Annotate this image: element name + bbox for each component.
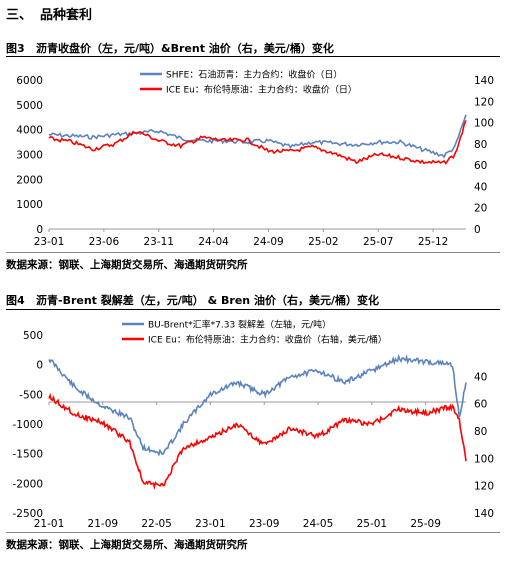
section-heading: 三、 品种套利 — [6, 4, 92, 23]
figure-4-source: 数据来源：钢联、上海期货交易所、海通期货研究所 — [6, 539, 248, 551]
y-left-tick-label: -2500 — [12, 508, 43, 520]
y-left-tick-label: 5000 — [16, 100, 43, 112]
y-left-tick-label: 2000 — [16, 174, 43, 186]
y-left-tick-label: 500 — [23, 330, 43, 342]
figure-3-caption: 沥青收盘价（左，元/吨）&Brent 油价（右，美元/桶）变化 — [36, 42, 334, 55]
y-right-tick-label: 140 — [474, 508, 494, 520]
x-tick-label: 25-09 — [410, 518, 441, 530]
y-left-tick-label: 4000 — [16, 125, 43, 137]
y-right-tick-label: 40 — [474, 181, 487, 193]
y-left-tick-label: 6000 — [16, 75, 43, 87]
x-tick-label: 23-09 — [249, 518, 280, 530]
x-tick-label: 25-02 — [308, 236, 339, 248]
y-right-tick-label: 60 — [474, 160, 487, 172]
y-right-tick-label: 60 — [474, 399, 487, 411]
series-line-2 — [48, 392, 467, 490]
figure-4-bottom-rule — [6, 532, 500, 533]
y-left-tick-label: -2000 — [12, 478, 43, 490]
y-right-tick-label: 80 — [474, 139, 487, 151]
figure-3-bottom-rule — [6, 252, 500, 253]
legend-label-2: ICE Eu：布伦特原油：主力合约：收盘价（右轴，美元/桶） — [148, 334, 387, 346]
figure-3-id: 图3 — [6, 42, 25, 55]
figure-4-top-rule — [6, 309, 500, 310]
section-title: 品种套利 — [40, 8, 93, 23]
x-tick-label: 22-05 — [141, 518, 172, 530]
y-right-tick-label: 100 — [474, 118, 494, 130]
y-left-tick-label: -1000 — [12, 419, 43, 431]
figure-4-caption: 沥青-Brent 裂解差（左，元/吨） & Bren 油价（右，美元/桶）变化 — [36, 294, 379, 307]
x-tick-label: 24-09 — [253, 236, 284, 248]
y-right-tick-label: 140 — [474, 75, 494, 87]
y-left-tick-label: -1500 — [12, 449, 43, 461]
y-left-tick-label: 0 — [36, 224, 43, 236]
x-tick-label: 23-11 — [143, 236, 174, 248]
y-right-tick-label: 120 — [474, 481, 494, 493]
legend-label-1: SHFE：石油沥青：主力合约：收盘价（日） — [166, 69, 342, 81]
x-tick-label: 21-01 — [34, 518, 65, 530]
x-tick-label: 24-04 — [198, 236, 229, 248]
y-left-tick-label: 1000 — [16, 199, 43, 211]
series-line-2 — [48, 120, 467, 165]
figure-4-id: 图4 — [6, 294, 25, 307]
x-tick-label: 23-01 — [34, 236, 65, 248]
y-right-tick-label: 0 — [474, 224, 481, 236]
x-tick-label: 23-01 — [195, 518, 226, 530]
x-tick-label: 25-07 — [363, 236, 394, 248]
y-right-tick-label: 20 — [474, 203, 487, 215]
figure-3-title: 图3 沥青收盘价（左，元/吨）&Brent 油价（右，美元/桶）变化 — [6, 40, 334, 56]
series-line-1 — [48, 114, 467, 159]
y-left-tick-label: 3000 — [16, 150, 43, 162]
x-tick-label: 21-09 — [88, 518, 119, 530]
figure-3-top-rule — [6, 56, 500, 57]
x-tick-label: 25-01 — [357, 518, 388, 530]
y-right-tick-label: 80 — [474, 426, 487, 438]
legend-label-1: BU-Brent*汇率*7.33 裂解差（左轴，元/吨） — [148, 319, 331, 331]
figure-3-source: 数据来源：钢联、上海期货交易所、海通期货研究所 — [6, 259, 248, 271]
legend-label-2: ICE Eu：布伦特原油：主力合约：收盘价（日） — [166, 84, 357, 96]
y-right-tick-label: 100 — [474, 453, 494, 465]
series-line-1 — [48, 353, 467, 457]
y-left-tick-label: 0 — [36, 360, 43, 372]
x-tick-label: 23-06 — [89, 236, 120, 248]
y-right-tick-label: 40 — [474, 371, 487, 383]
x-tick-label: 24-05 — [303, 518, 334, 530]
y-right-tick-label: 120 — [474, 96, 494, 108]
x-tick-label: 25-12 — [418, 236, 449, 248]
figure-4-title: 图4 沥青-Brent 裂解差（左，元/吨） & Bren 油价（右，美元/桶）变… — [6, 292, 379, 308]
section-number: 三、 — [6, 8, 33, 23]
y-left-tick-label: -500 — [19, 389, 43, 401]
